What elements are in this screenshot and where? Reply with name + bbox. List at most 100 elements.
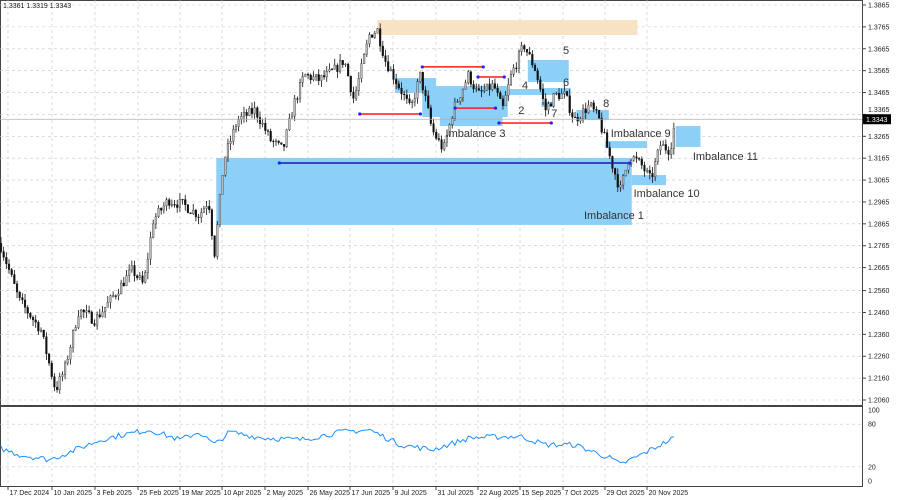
candle-bull: [192, 209, 195, 214]
candle-bear: [598, 110, 601, 119]
candle-bear: [480, 90, 483, 92]
candle-bear: [515, 67, 518, 69]
candle-bull: [622, 175, 625, 186]
candle-bear: [397, 83, 400, 89]
candle-bear: [568, 95, 571, 113]
candle-bear: [13, 274, 16, 284]
candle-bear: [336, 64, 339, 72]
candle-bear: [408, 98, 411, 103]
candle-bull: [389, 69, 392, 72]
candle-bull: [146, 258, 149, 273]
candle-bear: [53, 376, 56, 388]
candle-bull: [224, 156, 227, 176]
price-tick-label: 1.2665: [868, 265, 890, 272]
candle-bear: [26, 307, 29, 314]
candle-bear: [477, 88, 480, 91]
candle-bull: [552, 93, 555, 107]
date-tick-label: 22 Aug 2025: [480, 490, 519, 497]
candle-bull: [333, 64, 336, 70]
candle-bull: [128, 269, 131, 276]
candle-bear: [282, 144, 286, 147]
date-tick-label: 15 Sep 2025: [522, 490, 562, 497]
candle-bull: [547, 103, 550, 111]
candle-bull: [491, 83, 494, 90]
candle-bear: [395, 79, 398, 84]
candle-bull: [504, 95, 507, 106]
candle-bear: [496, 87, 499, 93]
candle-bull: [443, 142, 446, 150]
candle-bear: [331, 68, 334, 70]
candle-bear: [427, 95, 430, 108]
swing-dot: [418, 112, 422, 116]
candle-bull: [253, 107, 256, 114]
swing-dot: [493, 106, 498, 110]
price-tick-label: 1.2260: [868, 354, 890, 361]
price-tick-label: 1.2865: [868, 221, 890, 228]
imbalance-1-zone: [216, 157, 632, 225]
candle-bull: [165, 199, 168, 207]
candle-bear: [269, 131, 272, 142]
swing-dot: [481, 65, 485, 69]
candle-bull: [242, 112, 246, 117]
candle-bear: [531, 54, 534, 66]
candle-bear: [309, 74, 312, 81]
price-tick-label: 1.2460: [868, 310, 890, 317]
oscillator-tick-label: 20: [868, 464, 876, 471]
price-tick-label: 1.3665: [868, 46, 890, 53]
oscillator-tick-label: 100: [868, 408, 880, 415]
candle-bull: [101, 311, 104, 317]
candle-bull: [58, 376, 61, 390]
candle-bear: [258, 117, 262, 124]
candle-bear: [176, 204, 179, 208]
candle-bear: [643, 165, 646, 172]
candle-bull: [144, 272, 147, 283]
date-tick-label: 3 Feb 2025: [97, 490, 133, 497]
candle-bear: [387, 61, 390, 72]
candle-bear: [403, 93, 406, 96]
candle-bull: [467, 71, 470, 83]
candle-bull: [579, 118, 582, 122]
candle-bull: [459, 97, 462, 102]
candle-bull: [517, 51, 521, 69]
candle-bear: [93, 323, 96, 326]
candle-bear: [541, 89, 545, 100]
oscillator-line: [0, 428, 674, 464]
candle-bull: [328, 68, 331, 72]
candle-bear: [173, 204, 176, 206]
price-tick-label: 1.3465: [868, 90, 890, 97]
candle-bull: [64, 362, 67, 375]
candle-bull: [301, 76, 304, 83]
candle-bear: [557, 92, 561, 100]
candle-bear: [592, 102, 595, 110]
price-tick-label: 1.2965: [868, 199, 890, 206]
date-tick-label: 7 Oct 2025: [565, 490, 599, 497]
candle-bear: [250, 108, 254, 114]
candle-bear: [194, 209, 197, 218]
candle-bull: [234, 126, 238, 130]
zone-4-zone: [509, 89, 567, 95]
candle-bull: [69, 347, 72, 360]
swing-dot: [502, 75, 506, 79]
candle-bear: [50, 362, 53, 377]
candle-bull: [485, 83, 488, 91]
date-tick-label: 9 Jul 2025: [395, 490, 427, 497]
candle-bear: [45, 336, 48, 355]
candle-bull: [66, 359, 69, 364]
candle-bear: [421, 71, 424, 91]
candle-bear: [349, 75, 352, 93]
candle-bull: [120, 282, 123, 295]
current-price-tag: [863, 114, 891, 125]
candle-bull: [104, 307, 107, 313]
candle-bear: [168, 199, 171, 206]
candle-bull: [357, 78, 360, 91]
annotation-label: Imbalance 10: [634, 188, 700, 200]
swing-dot: [549, 121, 553, 125]
date-tick-label: 10 Apr 2025: [224, 490, 262, 497]
candle-bull: [74, 327, 77, 331]
candle-bull: [672, 128, 675, 149]
price-tick-label: 1.3265: [868, 134, 890, 141]
candle-bear: [525, 49, 529, 53]
candle-bear: [488, 83, 491, 90]
